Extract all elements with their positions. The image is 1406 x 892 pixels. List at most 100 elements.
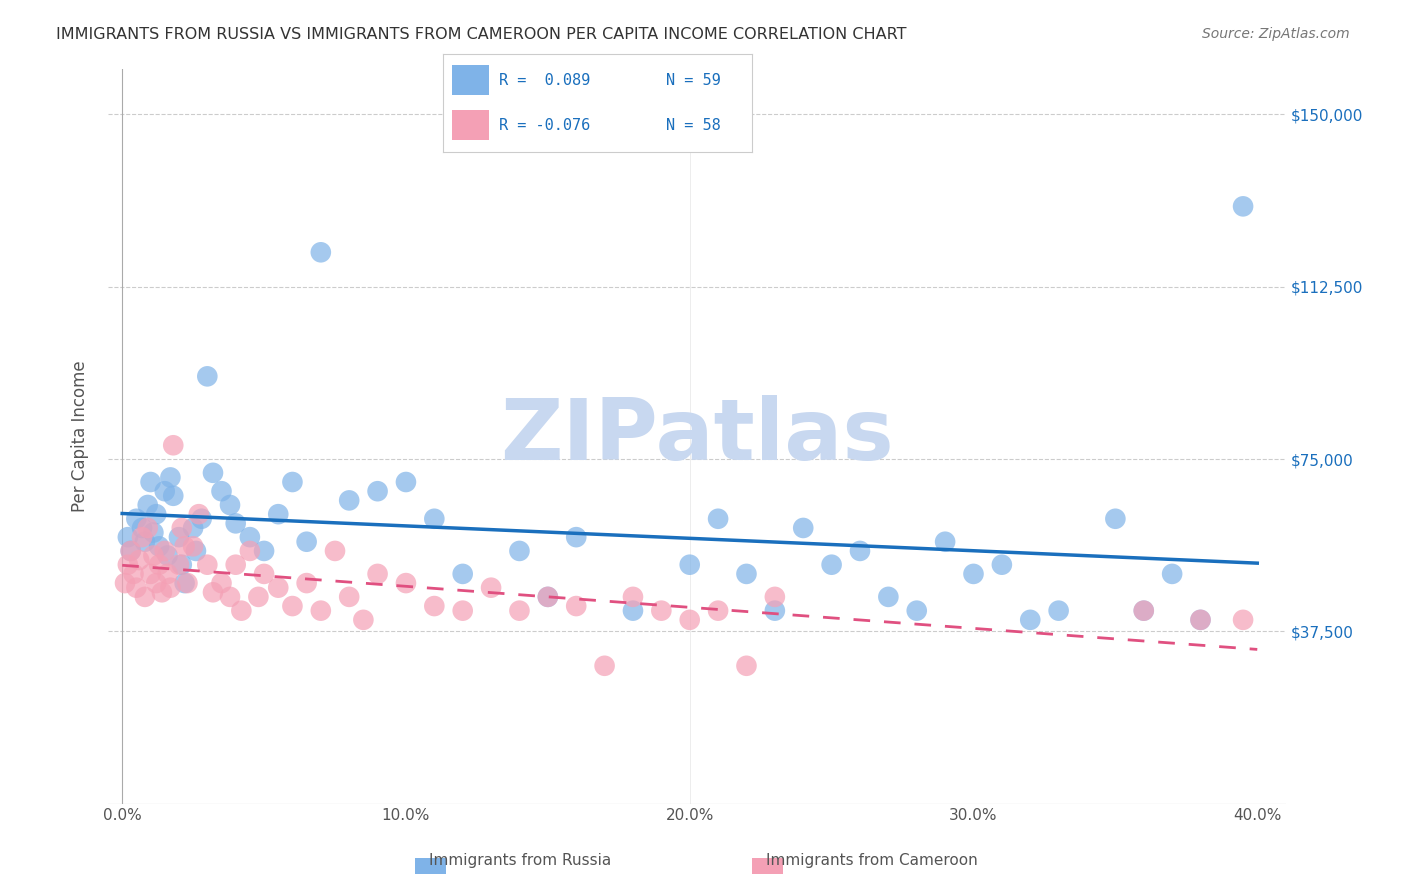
Point <box>621 604 644 618</box>
FancyBboxPatch shape <box>453 65 489 95</box>
Point <box>565 599 588 613</box>
Point <box>231 604 253 618</box>
Point <box>423 599 446 613</box>
Text: Immigrants from Cameroon: Immigrants from Cameroon <box>766 854 977 868</box>
Point <box>565 530 588 544</box>
Point <box>153 544 176 558</box>
Point <box>211 576 233 591</box>
Point <box>309 245 332 260</box>
Point <box>763 604 786 618</box>
Point <box>156 549 179 563</box>
Point <box>170 558 193 572</box>
Point <box>114 576 136 591</box>
Point <box>352 613 374 627</box>
Point <box>122 566 145 581</box>
Point <box>181 521 204 535</box>
Point <box>170 521 193 535</box>
Point <box>395 576 418 591</box>
Point <box>195 558 218 572</box>
Point <box>134 590 156 604</box>
Point <box>849 544 872 558</box>
Point <box>323 544 346 558</box>
Point <box>367 566 389 581</box>
Point <box>508 604 530 618</box>
Point <box>125 512 148 526</box>
Point <box>991 558 1014 572</box>
Point <box>707 604 730 618</box>
Point <box>367 484 389 499</box>
Point <box>142 525 165 540</box>
Point <box>934 534 956 549</box>
Point <box>173 539 195 553</box>
Point <box>593 658 616 673</box>
Point <box>423 512 446 526</box>
Point <box>219 590 242 604</box>
Point <box>125 581 148 595</box>
Point <box>1232 199 1254 213</box>
Point <box>1189 613 1212 627</box>
Point <box>145 507 167 521</box>
Point <box>650 604 672 618</box>
Point <box>131 530 153 544</box>
Point <box>281 475 304 489</box>
Point <box>337 590 360 604</box>
Text: N = 58: N = 58 <box>665 118 720 133</box>
Point <box>150 585 173 599</box>
Point <box>128 553 150 567</box>
FancyBboxPatch shape <box>453 111 489 140</box>
Point <box>162 438 184 452</box>
Point <box>211 484 233 499</box>
Point <box>679 613 702 627</box>
Text: R =  0.089: R = 0.089 <box>499 72 591 87</box>
Point <box>167 530 190 544</box>
Point <box>877 590 900 604</box>
Point <box>763 590 786 604</box>
Point <box>201 466 224 480</box>
Point <box>1104 512 1126 526</box>
Point <box>253 544 276 558</box>
Point <box>267 581 290 595</box>
Point <box>792 521 814 535</box>
Point <box>905 604 928 618</box>
Point <box>707 512 730 526</box>
Point <box>117 530 139 544</box>
Point <box>167 558 190 572</box>
Point <box>142 549 165 563</box>
Point <box>156 566 179 581</box>
Y-axis label: Per Capita Income: Per Capita Income <box>72 360 89 512</box>
Point <box>247 590 270 604</box>
Text: ZIPatlas: ZIPatlas <box>501 394 894 477</box>
Point <box>153 484 176 499</box>
Point <box>295 576 318 591</box>
Point <box>181 539 204 553</box>
Point <box>239 544 262 558</box>
Point <box>159 470 181 484</box>
Point <box>1189 613 1212 627</box>
Point <box>136 521 159 535</box>
Text: R = -0.076: R = -0.076 <box>499 118 591 133</box>
Point <box>120 544 142 558</box>
Point <box>451 604 474 618</box>
Point <box>1047 604 1070 618</box>
Point <box>176 576 198 591</box>
Text: Immigrants from Russia: Immigrants from Russia <box>429 854 612 868</box>
Point <box>136 498 159 512</box>
Text: IMMIGRANTS FROM RUSSIA VS IMMIGRANTS FROM CAMEROON PER CAPITA INCOME CORRELATION: IMMIGRANTS FROM RUSSIA VS IMMIGRANTS FRO… <box>56 27 907 42</box>
Point <box>735 658 758 673</box>
Point <box>139 566 162 581</box>
Point <box>395 475 418 489</box>
Point <box>820 558 842 572</box>
Point <box>1161 566 1184 581</box>
Point <box>162 489 184 503</box>
Point <box>281 599 304 613</box>
Point <box>219 498 242 512</box>
Point <box>1132 604 1154 618</box>
Point <box>537 590 560 604</box>
Point <box>195 369 218 384</box>
Point <box>239 530 262 544</box>
Point <box>253 566 276 581</box>
Point <box>201 585 224 599</box>
Point <box>184 544 207 558</box>
Point <box>190 512 212 526</box>
Point <box>295 534 318 549</box>
